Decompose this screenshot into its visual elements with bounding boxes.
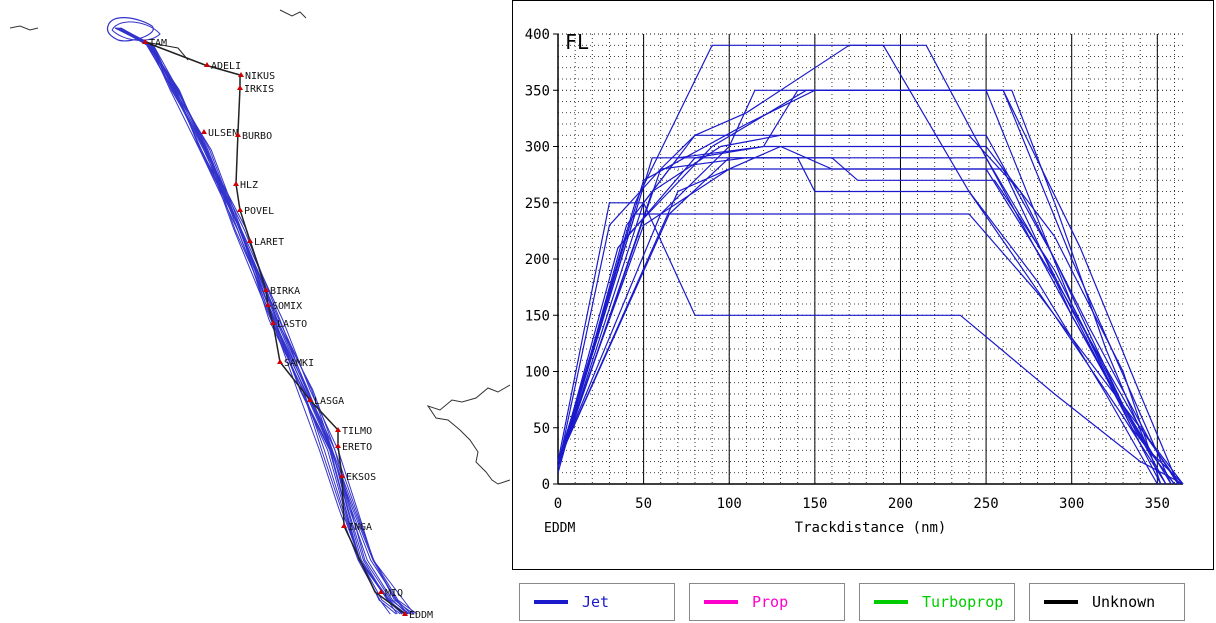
x-tick-label: 100 <box>717 496 742 512</box>
waypoint-marker <box>265 302 271 307</box>
waypoint-label: POVEL <box>244 206 274 217</box>
waypoint-label: HLZ <box>240 180 258 191</box>
origin-label: EDDM <box>544 521 575 536</box>
x-tick-label: 350 <box>1145 496 1170 512</box>
x-axis-label: Trackdistance (nm) <box>795 520 947 536</box>
waypoint-marker <box>233 181 239 186</box>
profile-line-4 <box>557 89 1175 485</box>
waypoint-marker <box>201 129 207 134</box>
legend-swatch <box>874 600 908 604</box>
legend-item-prop: Prop <box>689 583 845 621</box>
profile-line-14 <box>557 145 1162 485</box>
coastline-right <box>426 384 510 485</box>
x-tick-label: 300 <box>1059 496 1084 512</box>
y-tick-label: 0 <box>542 477 550 493</box>
waypoint-marker <box>335 443 341 448</box>
profile-line-13 <box>557 89 1179 485</box>
waypoint-label: NIKUS <box>245 71 275 82</box>
flight-track <box>120 27 391 615</box>
y-tick-label: 50 <box>533 421 550 437</box>
legend-label: Turboprop <box>922 593 1004 611</box>
waypoint-layer: ADELI NIKUS IRKIS ULSEN BURBO HLZ POVEL LARET BI… <box>142 38 433 621</box>
legend-swatch <box>534 600 568 604</box>
waypoint-marker <box>204 62 210 67</box>
y-tick-label: 250 <box>525 196 550 212</box>
waypoint-marker <box>402 611 408 616</box>
route-line-north <box>144 41 189 61</box>
waypoint-label: IRKIS <box>244 84 274 95</box>
y-tick-label: 300 <box>525 140 550 156</box>
waypoint-marker <box>341 523 347 528</box>
waypoint-label: SAMKI <box>284 358 314 369</box>
legend-label: Unknown <box>1092 593 1156 611</box>
waypoint-label: TAM <box>149 38 167 49</box>
waypoint-label: INGA <box>348 522 372 533</box>
y-tick-label: 400 <box>525 27 550 43</box>
waypoint-label: BIRKA <box>270 286 300 297</box>
x-tick-label: 250 <box>973 496 998 512</box>
waypoint-marker <box>237 85 243 90</box>
x-tick-label: 200 <box>888 496 913 512</box>
profile-line-5 <box>557 134 1179 485</box>
waypoint-marker <box>238 72 244 77</box>
waypoint-marker <box>277 359 283 364</box>
coastline-top <box>279 9 307 19</box>
profile-line-6 <box>557 134 1167 485</box>
waypoint-marker <box>307 397 313 402</box>
flight-track <box>115 27 403 615</box>
waypoint-marker <box>339 473 345 478</box>
waypoint-marker <box>263 287 269 292</box>
profile-line-10 <box>557 202 1184 485</box>
x-tick-label: 0 <box>554 496 562 512</box>
waypoint-label: BURBO <box>242 131 272 142</box>
profile-line-2 <box>557 44 1167 485</box>
y-tick-label: 200 <box>525 252 550 268</box>
y-tick-label: 350 <box>525 83 550 99</box>
legend: Jet Prop Turboprop Unknown <box>519 583 1213 621</box>
y-tick-label: 150 <box>525 308 550 324</box>
waypoint-label: ADELI <box>211 61 241 72</box>
vertical-profile-chart: 0 50 100 150 200 250 300 350 0 50 100 150 200 250 300 3… <box>525 27 1184 536</box>
vertical-profile-panel: 0 50 100 150 200 250 300 350 0 50 100 150 200 250 300 3… <box>512 0 1214 570</box>
waypoint-label: LASGA <box>314 396 344 407</box>
waypoint-label: ULSEN <box>208 128 238 139</box>
waypoint-marker <box>235 132 241 137</box>
profile-line-16 <box>557 157 1162 485</box>
flight-track <box>114 27 411 615</box>
y-axis-label: FL <box>565 30 589 54</box>
legend-item-jet: Jet <box>519 583 675 621</box>
route-map: ADELI NIKUS IRKIS ULSEN BURBO HLZ POVEL LARET BI… <box>9 9 510 621</box>
waypoint-label: SOMIX <box>272 301 302 312</box>
waypoint-label: TILMO <box>342 426 372 437</box>
departure-loop <box>106 17 154 42</box>
departure-loop <box>111 21 161 41</box>
legend-label: Jet <box>582 593 610 611</box>
profile-line-3 <box>557 89 1184 485</box>
legend-item-turboprop: Turboprop <box>859 583 1015 621</box>
waypoint-label: EKSOS <box>346 472 376 483</box>
waypoint-label: ERETO <box>342 442 372 453</box>
waypoint-marker <box>378 589 384 594</box>
waypoint-label: LARET <box>254 237 284 248</box>
legend-item-unknown: Unknown <box>1029 583 1185 621</box>
legend-swatch <box>1044 600 1078 604</box>
waypoint-marker <box>270 320 276 325</box>
flight-track <box>118 27 418 615</box>
legend-label: Prop <box>752 593 789 611</box>
legend-swatch <box>704 600 738 604</box>
profile-line-12 <box>557 89 1172 485</box>
waypoint-marker <box>237 207 243 212</box>
waypoint-label: LASTO <box>277 319 307 330</box>
waypoint-label: MIQ <box>385 588 403 599</box>
waypoint-marker <box>335 427 341 432</box>
waypoint-marker <box>247 238 253 243</box>
x-tick-label: 50 <box>635 496 652 512</box>
profile-line-15 <box>557 145 1184 485</box>
waypoint-marker <box>142 39 148 44</box>
x-tick-label: 150 <box>802 496 827 512</box>
waypoint-label: EDDM <box>409 610 433 621</box>
y-tick-label: 100 <box>525 365 550 381</box>
coastline-top-left <box>9 25 39 31</box>
